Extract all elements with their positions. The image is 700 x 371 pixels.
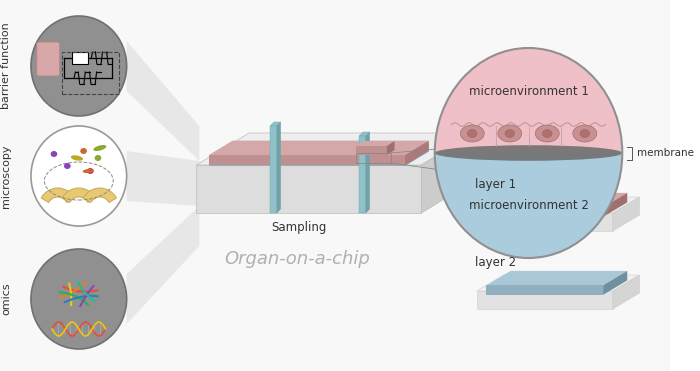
Polygon shape bbox=[486, 193, 627, 207]
Ellipse shape bbox=[498, 125, 522, 142]
Polygon shape bbox=[486, 285, 603, 295]
Polygon shape bbox=[277, 122, 281, 213]
Polygon shape bbox=[270, 122, 281, 126]
FancyBboxPatch shape bbox=[36, 42, 60, 76]
Polygon shape bbox=[486, 207, 603, 217]
Polygon shape bbox=[477, 291, 612, 309]
Text: microscopy: microscopy bbox=[1, 144, 11, 208]
Ellipse shape bbox=[435, 145, 622, 161]
Text: layer 1: layer 1 bbox=[475, 178, 516, 191]
Ellipse shape bbox=[93, 145, 106, 151]
Polygon shape bbox=[359, 132, 370, 136]
Text: Organ-on-a-chip: Organ-on-a-chip bbox=[224, 250, 370, 268]
Ellipse shape bbox=[536, 125, 559, 142]
Text: Sampling: Sampling bbox=[271, 221, 327, 234]
Circle shape bbox=[31, 249, 127, 349]
Polygon shape bbox=[366, 132, 370, 213]
Polygon shape bbox=[421, 133, 474, 213]
Ellipse shape bbox=[461, 125, 484, 142]
Polygon shape bbox=[197, 133, 474, 165]
Polygon shape bbox=[209, 144, 429, 158]
Polygon shape bbox=[405, 141, 429, 165]
Ellipse shape bbox=[505, 129, 514, 138]
Ellipse shape bbox=[64, 163, 71, 169]
Text: layer 2: layer 2 bbox=[475, 256, 516, 269]
Text: microenvironment 2: microenvironment 2 bbox=[468, 198, 589, 211]
Wedge shape bbox=[62, 188, 95, 203]
Polygon shape bbox=[603, 193, 627, 217]
Ellipse shape bbox=[50, 151, 57, 157]
Ellipse shape bbox=[71, 155, 83, 161]
Polygon shape bbox=[0, 0, 670, 371]
Polygon shape bbox=[270, 126, 277, 213]
Polygon shape bbox=[612, 197, 640, 231]
Polygon shape bbox=[356, 141, 395, 146]
Polygon shape bbox=[359, 136, 366, 213]
Polygon shape bbox=[72, 52, 88, 64]
Polygon shape bbox=[477, 275, 640, 291]
Ellipse shape bbox=[580, 129, 589, 138]
Circle shape bbox=[31, 126, 127, 226]
Polygon shape bbox=[127, 206, 200, 324]
Polygon shape bbox=[603, 271, 627, 295]
Ellipse shape bbox=[542, 129, 552, 138]
Polygon shape bbox=[435, 48, 622, 153]
Polygon shape bbox=[127, 151, 200, 206]
Text: barrier function: barrier function bbox=[1, 23, 11, 109]
Polygon shape bbox=[435, 153, 622, 258]
Polygon shape bbox=[387, 141, 395, 155]
Polygon shape bbox=[197, 165, 421, 213]
Polygon shape bbox=[209, 155, 405, 165]
Polygon shape bbox=[612, 275, 640, 309]
Circle shape bbox=[31, 16, 127, 116]
Text: membrane: membrane bbox=[636, 148, 694, 158]
Polygon shape bbox=[127, 41, 200, 161]
Wedge shape bbox=[83, 188, 116, 203]
Polygon shape bbox=[486, 271, 627, 285]
Polygon shape bbox=[405, 144, 429, 166]
Polygon shape bbox=[209, 141, 429, 155]
Wedge shape bbox=[41, 188, 74, 203]
Polygon shape bbox=[356, 146, 387, 155]
Ellipse shape bbox=[468, 129, 477, 138]
Ellipse shape bbox=[573, 125, 596, 142]
Polygon shape bbox=[209, 158, 405, 166]
Text: omics: omics bbox=[1, 283, 11, 315]
Ellipse shape bbox=[94, 155, 101, 161]
Ellipse shape bbox=[87, 168, 94, 174]
Ellipse shape bbox=[83, 169, 94, 173]
Polygon shape bbox=[477, 213, 612, 231]
Ellipse shape bbox=[80, 148, 87, 154]
Text: microenvironment 1: microenvironment 1 bbox=[468, 85, 589, 98]
Polygon shape bbox=[477, 197, 640, 213]
